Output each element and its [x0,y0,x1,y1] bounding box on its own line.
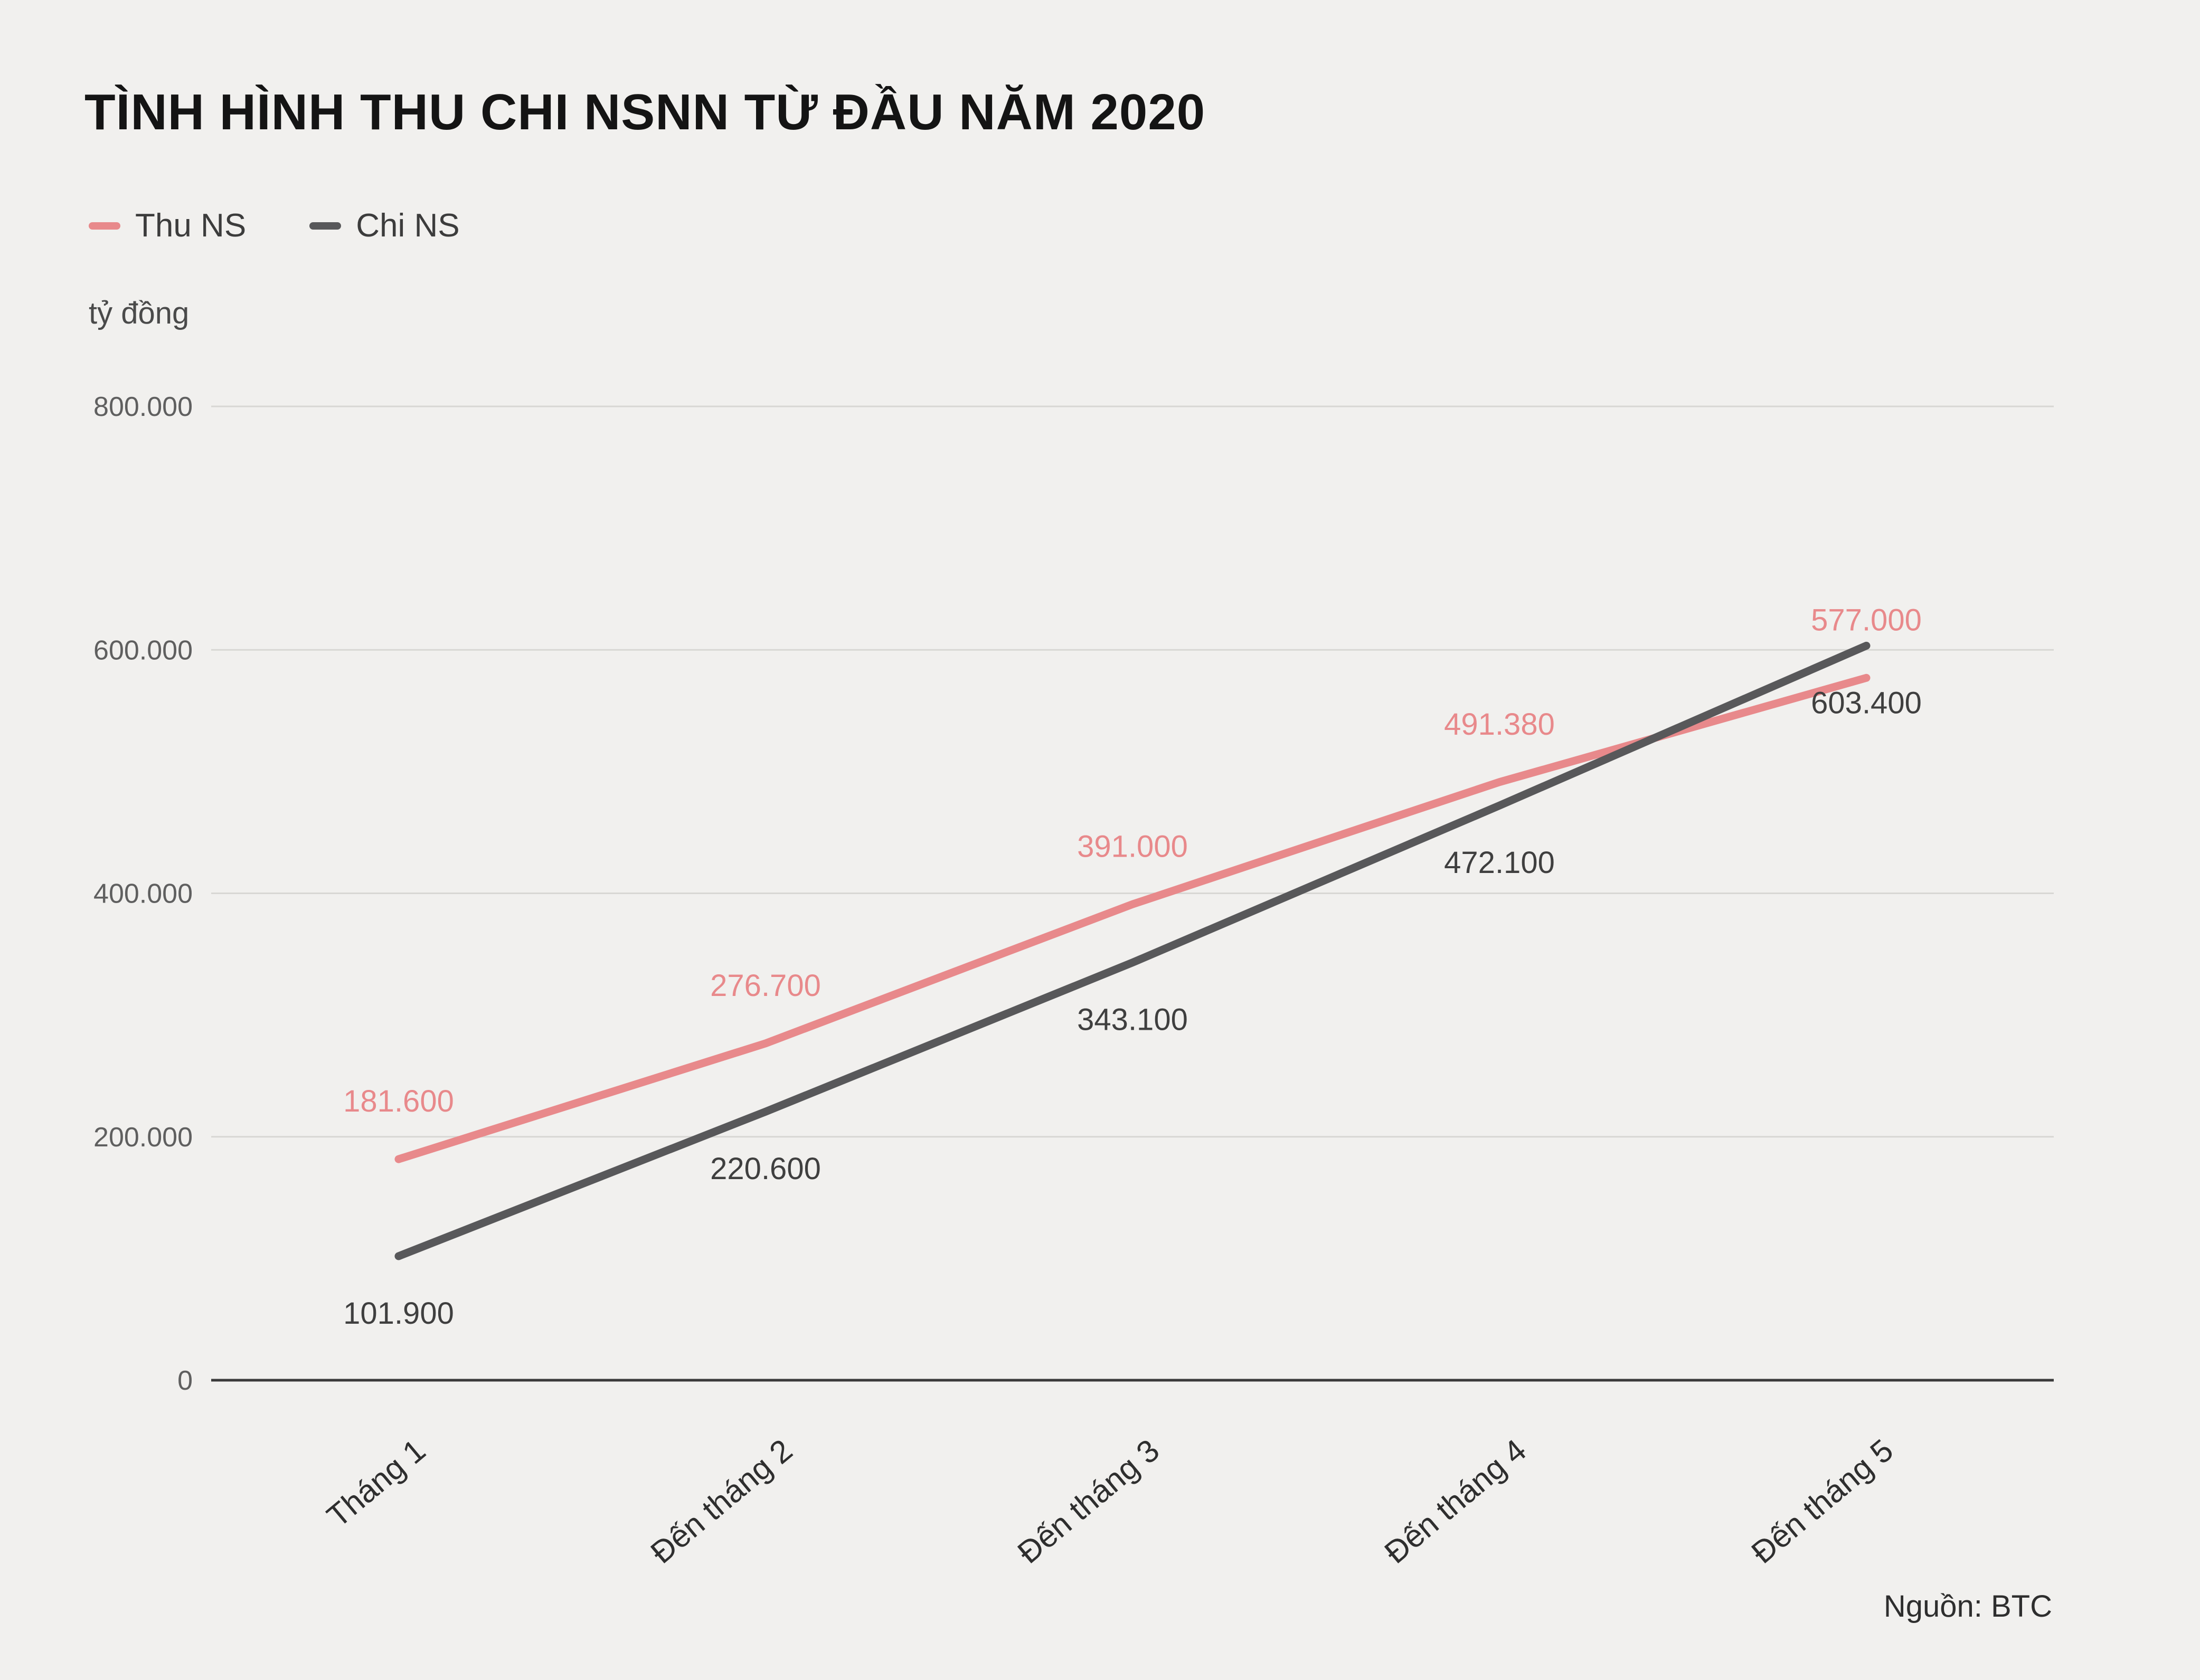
legend-label-chi-ns: Chi NS [356,207,460,244]
y-tick-label: 200.000 [93,1122,193,1153]
legend-item-chi-ns: Chi NS [309,207,460,244]
data-label-thu-ns: 577.000 [1811,603,1922,637]
source-credit: Nguồn: BTC [1883,1589,2052,1624]
y-tick-label: 0 [177,1365,193,1396]
x-tick-label: Đến tháng 4 [1378,1432,1533,1570]
data-label-chi-ns: 603.400 [1811,686,1922,720]
chart-title: TÌNH HÌNH THU CHI NSNN TỪ ĐẦU NĂM 2020 [84,84,1206,140]
data-label-chi-ns: 101.900 [343,1296,454,1331]
y-axis-unit-label: tỷ đồng [89,296,190,330]
data-label-chi-ns: 472.100 [1444,846,1555,880]
series-line-thu-ns [394,673,1871,1163]
x-tick-label: Tháng 1 [320,1432,432,1534]
y-tick-label: 800.000 [93,392,193,422]
x-tick-label: Đến tháng 5 [1745,1432,1900,1570]
legend: Thu NS Chi NS [89,207,460,244]
x-tick-label: Đến tháng 3 [1011,1432,1166,1570]
data-label-thu-ns: 276.700 [710,969,821,1003]
series-line-chi-ns [394,641,1871,1260]
legend-item-thu-ns: Thu NS [89,207,246,244]
y-tick-label: 600.000 [93,635,193,666]
y-tick-label: 400.000 [93,879,193,909]
legend-label-thu-ns: Thu NS [135,207,247,244]
thu-ns-swatch-icon [89,222,120,230]
data-label-thu-ns: 391.000 [1077,829,1188,863]
data-label-chi-ns: 220.600 [710,1152,821,1186]
chi-ns-swatch-icon [309,222,342,230]
x-tick-label: Đến tháng 2 [644,1432,799,1570]
data-label-chi-ns: 343.100 [1077,1003,1188,1037]
data-label-thu-ns: 181.600 [343,1084,454,1118]
data-label-thu-ns: 491.380 [1444,707,1555,742]
